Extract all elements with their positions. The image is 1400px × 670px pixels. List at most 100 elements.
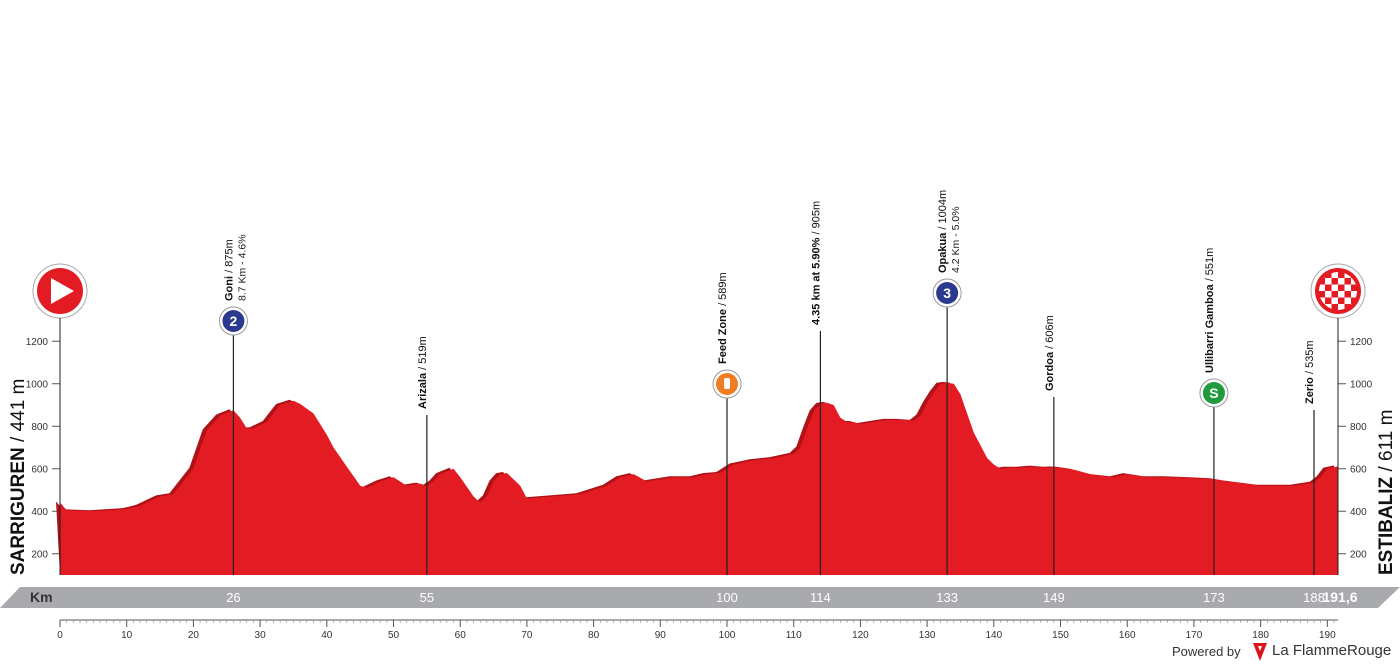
x-tick-label: 20 bbox=[188, 630, 200, 641]
waypoint-elevation: / 551m bbox=[1204, 248, 1216, 285]
x-tick-label: 80 bbox=[588, 630, 600, 641]
start-label: SARRIGUREN / 441 m bbox=[8, 379, 29, 575]
checker-square bbox=[1325, 278, 1332, 285]
waypoint-label: Goni / 875m bbox=[223, 239, 235, 301]
checker-square bbox=[1338, 304, 1345, 310]
x-tick-label: 140 bbox=[985, 630, 1002, 641]
y-tick-label-left: 600 bbox=[31, 464, 48, 475]
checker-square bbox=[1331, 284, 1338, 291]
y-tick-label-left: 1200 bbox=[26, 337, 49, 348]
x-tick-label: 10 bbox=[121, 630, 133, 641]
badge-text: S bbox=[1209, 385, 1218, 401]
play-triangle bbox=[51, 278, 74, 304]
checker-square bbox=[1351, 291, 1357, 298]
waypoint-name: 4.35 km at 5.90% bbox=[810, 237, 822, 325]
x-tick-label: 50 bbox=[388, 630, 400, 641]
y-tick-label-left: 1000 bbox=[26, 379, 49, 390]
x-tick-label: 100 bbox=[719, 630, 736, 641]
checker-square bbox=[1351, 278, 1357, 285]
waypoint-elevation: / 606m bbox=[1044, 315, 1056, 352]
finish-label: ESTIBALIZ / 611 m bbox=[1376, 410, 1397, 575]
waypoint-climb-stats: 4.2 Km - 5.0% bbox=[950, 206, 962, 273]
x-tick-label: 0 bbox=[57, 630, 63, 641]
km-marker-label: 188 bbox=[1303, 590, 1325, 605]
y-tick-label-left: 800 bbox=[31, 422, 48, 433]
y-tick-label-left: 400 bbox=[31, 507, 48, 518]
flamme-rouge-logo-icon bbox=[1253, 643, 1267, 661]
x-tick-label: 130 bbox=[919, 630, 936, 641]
km-marker-label: 55 bbox=[420, 590, 434, 605]
checker-square bbox=[1344, 284, 1351, 291]
waypoint-climb-stats: 8.7 Km - 4.6% bbox=[236, 234, 248, 301]
total-distance-label: 191,6 bbox=[1322, 589, 1357, 605]
x-tick-label: 170 bbox=[1186, 630, 1203, 641]
checker-square bbox=[1319, 297, 1325, 304]
powered-by-label: Powered by bbox=[1172, 644, 1241, 659]
checker-square bbox=[1325, 291, 1332, 298]
elevation-profile-area bbox=[60, 382, 1338, 575]
km-marker-label: 26 bbox=[226, 590, 240, 605]
finish-checkered-flag-icon bbox=[1310, 263, 1366, 319]
feed-zone-icon bbox=[712, 369, 742, 399]
x-tick-label: 40 bbox=[321, 630, 333, 641]
waypoint-elevation: / 875m bbox=[223, 239, 235, 276]
waypoint-name: Goni bbox=[223, 276, 235, 301]
x-tick-label: 190 bbox=[1319, 630, 1336, 641]
checker-square bbox=[1319, 284, 1325, 291]
y-tick-label-right: 800 bbox=[1350, 422, 1367, 433]
x-tick-label: 90 bbox=[655, 630, 667, 641]
finish-elevation: / 611 m bbox=[1376, 410, 1397, 477]
waypoint-elevation: / 535m bbox=[1304, 340, 1316, 377]
start-town: SARRIGUREN bbox=[8, 447, 29, 575]
waypoint-name: Arizala bbox=[417, 372, 429, 409]
checker-square bbox=[1338, 291, 1345, 298]
y-tick-label-right: 1000 bbox=[1350, 379, 1373, 390]
category-3-climb-icon: 3 bbox=[932, 278, 962, 308]
waypoint-name: Ullibarri Gamboa bbox=[1204, 283, 1216, 373]
waypoint-label: Arizala / 519m bbox=[417, 336, 429, 409]
waypoint-label: Feed Zone / 589m bbox=[717, 272, 729, 364]
checker-square bbox=[1331, 272, 1338, 278]
bottle-shape bbox=[724, 378, 731, 389]
waypoint-label: Gordoa / 606m bbox=[1044, 315, 1056, 391]
badge-text: 3 bbox=[943, 285, 951, 301]
km-marker-label: 100 bbox=[716, 590, 738, 605]
checker-square bbox=[1344, 272, 1351, 278]
x-tick-label: 180 bbox=[1252, 630, 1269, 641]
y-tick-label-right: 200 bbox=[1350, 549, 1367, 560]
waypoint-label: Opakua / 1004m bbox=[937, 190, 949, 273]
badge-text: 2 bbox=[230, 313, 238, 329]
waypoint-elevation: / 905m bbox=[810, 201, 822, 238]
x-tick-label: 160 bbox=[1119, 630, 1136, 641]
x-tick-label: 60 bbox=[455, 630, 467, 641]
sprint-icon: S bbox=[1199, 378, 1229, 408]
km-marker-label: 173 bbox=[1203, 590, 1225, 605]
badge-fill bbox=[1202, 382, 1225, 404]
x-tick-label: 30 bbox=[255, 630, 267, 641]
badge-fill bbox=[222, 310, 245, 332]
waypoint-name: Opakua bbox=[937, 232, 949, 273]
start-elevation: / 441 m bbox=[8, 379, 29, 448]
y-tick-label-left: 200 bbox=[31, 549, 48, 560]
brand-name: La FlammeRouge bbox=[1272, 642, 1392, 659]
waypoint-label: Ullibarri Gamboa / 551m bbox=[1204, 248, 1216, 373]
km-axis-title: Km bbox=[30, 589, 53, 605]
x-tick-label: 70 bbox=[521, 630, 533, 641]
x-tick-label: 120 bbox=[852, 630, 869, 641]
waypoint-elevation: / 589m bbox=[717, 272, 729, 309]
km-bar bbox=[0, 587, 1400, 608]
x-tick-label: 110 bbox=[786, 630, 802, 641]
waypoint-elevation: / 1004m bbox=[937, 190, 949, 233]
checker-square bbox=[1325, 304, 1332, 310]
badge-fill bbox=[936, 282, 959, 304]
start-play-icon bbox=[32, 263, 88, 319]
checker-square bbox=[1338, 278, 1345, 285]
waypoint-name: Gordoa bbox=[1044, 351, 1056, 391]
km-marker-label: 133 bbox=[936, 590, 958, 605]
waypoint-label: 4.35 km at 5.90% / 905m bbox=[810, 201, 822, 325]
x-tick-label: 150 bbox=[1052, 630, 1069, 641]
y-tick-label-right: 1200 bbox=[1350, 337, 1373, 348]
waypoint-name: Zerio bbox=[1304, 377, 1316, 404]
category-2-climb-icon: 2 bbox=[218, 306, 248, 336]
